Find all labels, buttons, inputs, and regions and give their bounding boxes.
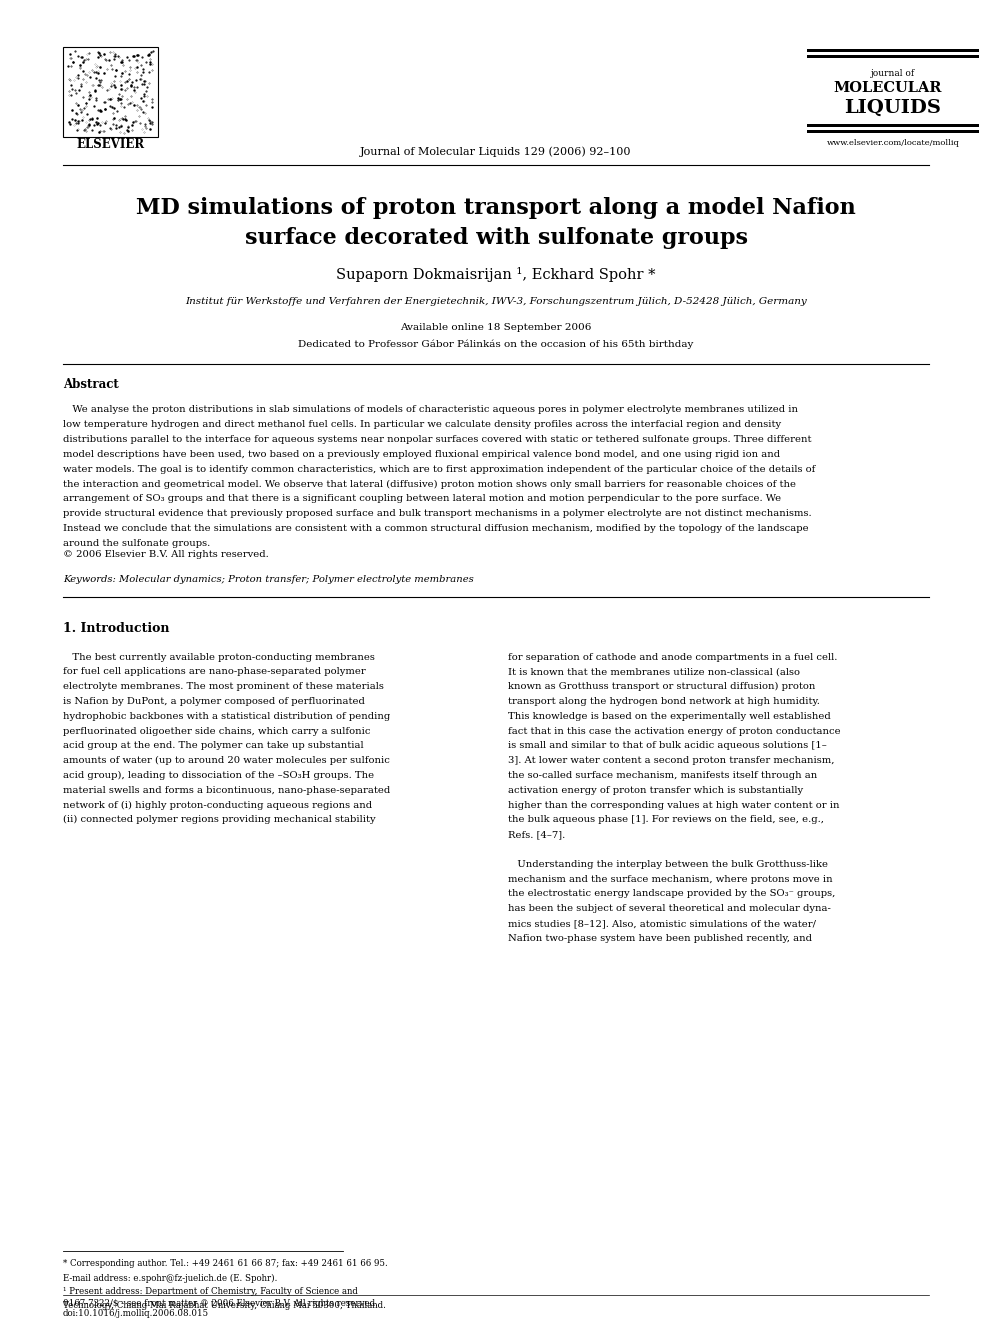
Text: Instead we conclude that the simulations are consistent with a common structural: Instead we conclude that the simulations…	[63, 524, 808, 533]
Text: perfluorinated oligoether side chains, which carry a sulfonic: perfluorinated oligoether side chains, w…	[63, 726, 370, 736]
Text: known as Grotthuss transport or structural diffusion) proton: known as Grotthuss transport or structur…	[508, 683, 815, 691]
Text: 1. Introduction: 1. Introduction	[63, 623, 170, 635]
Bar	[807, 49, 979, 52]
Text: ¹ Present address: Department of Chemistry, Faculty of Science and: ¹ Present address: Department of Chemist…	[63, 1287, 358, 1297]
Text: surface decorated with sulfonate groups: surface decorated with sulfonate groups	[244, 228, 748, 249]
Text: doi:10.1016/j.molliq.2006.08.015: doi:10.1016/j.molliq.2006.08.015	[63, 1308, 209, 1318]
Text: transport along the hydrogen bond network at high humidity.: transport along the hydrogen bond networ…	[508, 697, 819, 706]
Text: E-mail address: e.spohr@fz-juelich.de (E. Spohr).: E-mail address: e.spohr@fz-juelich.de (E…	[63, 1274, 278, 1282]
Text: Keywords: Molecular dynamics; Proton transfer; Polymer electrolyte membranes: Keywords: Molecular dynamics; Proton tra…	[63, 574, 474, 583]
Text: water models. The goal is to identify common characteristics, which are to first: water models. The goal is to identify co…	[63, 464, 815, 474]
Bar	[807, 124, 979, 127]
Text: © 2006 Elsevier B.V. All rights reserved.: © 2006 Elsevier B.V. All rights reserved…	[63, 550, 269, 560]
Text: Institut für Werkstoffe und Verfahren der Energietechnik, IWV-3, Forschungszentr: Institut für Werkstoffe und Verfahren de…	[186, 298, 806, 307]
Text: is Nafion by DuPont, a polymer composed of perfluorinated: is Nafion by DuPont, a polymer composed …	[63, 697, 365, 706]
Bar	[63, 48, 158, 138]
Text: network of (i) highly proton-conducting aqueous regions and: network of (i) highly proton-conducting …	[63, 800, 372, 810]
Text: Dedicated to Professor Gábor Pálinkás on the occasion of his 65th birthday: Dedicated to Professor Gábor Pálinkás on…	[299, 339, 693, 349]
Text: has been the subject of several theoretical and molecular dyna-: has been the subject of several theoreti…	[508, 904, 831, 913]
Text: acid group at the end. The polymer can take up substantial: acid group at the end. The polymer can t…	[63, 741, 364, 750]
Text: around the sulfonate groups.: around the sulfonate groups.	[63, 538, 210, 548]
Bar	[807, 54, 979, 57]
Text: Nafion two-phase system have been published recently, and: Nafion two-phase system have been publis…	[508, 934, 812, 943]
Text: 0167-7322/$ - see front matter © 2006 Elsevier B.V. All rights reserved.: 0167-7322/$ - see front matter © 2006 El…	[63, 1298, 378, 1307]
Text: It is known that the membranes utilize non-classical (also: It is known that the membranes utilize n…	[508, 667, 800, 676]
Text: the interaction and geometrical model. We observe that lateral (diffusive) proto: the interaction and geometrical model. W…	[63, 479, 796, 488]
Text: The best currently available proton-conducting membranes: The best currently available proton-cond…	[63, 652, 375, 662]
Text: distributions parallel to the interface for aqueous systems near nonpolar surfac: distributions parallel to the interface …	[63, 435, 811, 445]
Text: journal of: journal of	[871, 69, 915, 78]
Text: the bulk aqueous phase [1]. For reviews on the field, see, e.g.,: the bulk aqueous phase [1]. For reviews …	[508, 815, 824, 824]
Text: model descriptions have been used, two based on a previously employed fluxional : model descriptions have been used, two b…	[63, 450, 780, 459]
Bar	[807, 130, 979, 132]
Text: Supaporn Dokmaisrijan ¹, Eckhard Spohr *: Supaporn Dokmaisrijan ¹, Eckhard Spohr *	[336, 266, 656, 282]
Text: Journal of Molecular Liquids 129 (2006) 92–100: Journal of Molecular Liquids 129 (2006) …	[360, 147, 632, 157]
Text: hydrophobic backbones with a statistical distribution of pending: hydrophobic backbones with a statistical…	[63, 712, 390, 721]
Text: for separation of cathode and anode compartments in a fuel cell.: for separation of cathode and anode comp…	[508, 652, 837, 662]
Text: www.elsevier.com/locate/molliq: www.elsevier.com/locate/molliq	[826, 139, 959, 147]
Text: is small and similar to that of bulk acidic aqueous solutions [1–: is small and similar to that of bulk aci…	[508, 741, 826, 750]
Text: provide structural evidence that previously proposed surface and bulk transport : provide structural evidence that previou…	[63, 509, 811, 519]
Text: MD simulations of proton transport along a model Nafion: MD simulations of proton transport along…	[136, 197, 856, 220]
Text: higher than the corresponding values at high water content or in: higher than the corresponding values at …	[508, 800, 839, 810]
Text: Technology, Chiang Mai Rajabhat University, Chiang Mai 50300, Thailand.: Technology, Chiang Mai Rajabhat Universi…	[63, 1302, 386, 1311]
Text: acid group), leading to dissociation of the –SO₃H groups. The: acid group), leading to dissociation of …	[63, 771, 374, 781]
Text: activation energy of proton transfer which is substantially: activation energy of proton transfer whi…	[508, 786, 804, 795]
Text: for fuel cell applications are nano-phase-separated polymer: for fuel cell applications are nano-phas…	[63, 667, 366, 676]
Text: (ii) connected polymer regions providing mechanical stability: (ii) connected polymer regions providing…	[63, 815, 376, 824]
Text: low temperature hydrogen and direct methanol fuel cells. In particular we calcul: low temperature hydrogen and direct meth…	[63, 421, 781, 429]
Text: Refs. [4–7].: Refs. [4–7].	[508, 830, 565, 839]
Text: MOLECULAR: MOLECULAR	[833, 81, 942, 95]
Text: arrangement of SO₃ groups and that there is a significant coupling between later: arrangement of SO₃ groups and that there…	[63, 495, 781, 503]
Text: Abstract: Abstract	[63, 378, 119, 392]
Text: * Corresponding author. Tel.: +49 2461 61 66 87; fax: +49 2461 61 66 95.: * Corresponding author. Tel.: +49 2461 6…	[63, 1259, 388, 1269]
Text: material swells and forms a bicontinuous, nano-phase-separated: material swells and forms a bicontinuous…	[63, 786, 390, 795]
Text: This knowledge is based on the experimentally well established: This knowledge is based on the experimen…	[508, 712, 830, 721]
Text: electrolyte membranes. The most prominent of these materials: electrolyte membranes. The most prominen…	[63, 683, 384, 691]
Text: fact that in this case the activation energy of proton conductance: fact that in this case the activation en…	[508, 726, 840, 736]
Text: LIQUIDS: LIQUIDS	[844, 99, 941, 116]
Text: the so-called surface mechanism, manifests itself through an: the so-called surface mechanism, manifes…	[508, 771, 817, 779]
Text: amounts of water (up to around 20 water molecules per sulfonic: amounts of water (up to around 20 water …	[63, 755, 390, 765]
Text: mics studies [8–12]. Also, atomistic simulations of the water/: mics studies [8–12]. Also, atomistic sim…	[508, 919, 816, 927]
Text: mechanism and the surface mechanism, where protons move in: mechanism and the surface mechanism, whe…	[508, 875, 832, 884]
Text: Available online 18 September 2006: Available online 18 September 2006	[401, 324, 591, 332]
Text: ELSEVIER: ELSEVIER	[76, 139, 145, 152]
Text: the electrostatic energy landscape provided by the SO₃⁻ groups,: the electrostatic energy landscape provi…	[508, 889, 835, 898]
Text: Understanding the interplay between the bulk Grotthuss-like: Understanding the interplay between the …	[508, 860, 828, 869]
Text: We analyse the proton distributions in slab simulations of models of characteris: We analyse the proton distributions in s…	[63, 406, 798, 414]
Text: 3]. At lower water content a second proton transfer mechanism,: 3]. At lower water content a second prot…	[508, 757, 834, 765]
